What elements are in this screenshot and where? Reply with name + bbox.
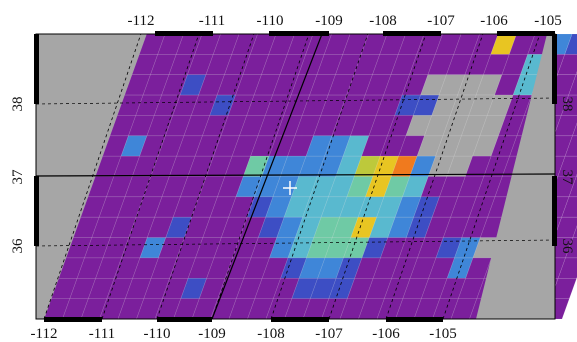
meridian-line	[442, 33, 541, 320]
map-cell	[568, 74, 577, 96]
frame-block-bottom	[44, 317, 102, 322]
map-frame	[34, 31, 577, 322]
frame-block-bottom	[386, 317, 443, 322]
bottom-lon-label: -107	[315, 326, 343, 342]
top-lon-label: -110	[257, 13, 284, 29]
map-cell	[572, 225, 577, 238]
meridian-line	[385, 33, 484, 320]
frame-block-left	[34, 176, 39, 246]
bottom-lon-label: -106	[372, 326, 400, 342]
top-lon-label: -112	[128, 13, 155, 29]
meridian-line	[43, 33, 142, 320]
bottom-longitude-labels: -112 -111 -110 -109 -108 -107 -106 -105	[31, 326, 457, 342]
meridian-line	[328, 33, 427, 320]
frame-ticks	[34, 31, 557, 322]
bottom-lon-label: -110	[144, 326, 171, 342]
lat-label-left: 37	[10, 169, 26, 185]
bottom-lon-label: -112	[31, 326, 58, 342]
top-lon-label: -107	[427, 13, 455, 29]
lat-label-right: 36	[559, 239, 575, 255]
map-gridlines	[35, 33, 556, 320]
bottom-lon-label: -111	[89, 326, 115, 342]
bottom-lon-label: -108	[257, 326, 285, 342]
top-lon-label: -106	[480, 13, 508, 29]
parallel-line	[35, 239, 556, 247]
right-latitude-labels: 38 37 36	[559, 97, 575, 255]
frame-block-top	[497, 31, 555, 36]
left-latitude-labels: 38 37 36	[10, 97, 26, 254]
lat-label-right: 37	[559, 170, 575, 186]
map-cell	[565, 237, 577, 259]
top-lon-label: -105	[534, 13, 562, 29]
meridian-line	[270, 33, 369, 320]
top-lon-label: -111	[199, 13, 225, 29]
lat-label-left: 36	[10, 238, 26, 254]
frame-block-bottom	[157, 317, 212, 322]
frame-block-top	[155, 31, 213, 36]
frame-block-left	[34, 34, 39, 104]
frame-block-top	[383, 31, 441, 36]
map-cell	[568, 176, 577, 198]
meridian-line	[211, 33, 310, 320]
top-lon-label: -108	[369, 13, 397, 29]
parallel-line-37	[35, 173, 556, 177]
bottom-lon-label: -109	[198, 326, 226, 342]
frame-block-right	[552, 34, 557, 104]
map-cell	[564, 33, 577, 55]
meridian-line	[156, 33, 255, 320]
top-longitude-labels: -112 -111 -110 -109 -108 -107 -106 -105	[128, 13, 562, 29]
marker-cross	[283, 181, 297, 195]
no-data-left	[36, 34, 147, 319]
top-lon-label: -109	[315, 13, 343, 29]
no-data-right	[476, 34, 555, 319]
lat-label-left: 38	[10, 97, 26, 112]
bottom-lon-label: -105	[429, 326, 457, 342]
frame-block-bottom	[271, 317, 329, 322]
lat-label-right: 38	[559, 97, 575, 112]
map-cell	[572, 122, 577, 137]
map-cell	[564, 135, 577, 157]
frame-block-top	[269, 31, 329, 36]
meridian-line	[101, 33, 200, 320]
meridian-line-109	[211, 33, 323, 320]
data-cells	[36, 33, 577, 320]
frame-block-right	[552, 176, 557, 246]
